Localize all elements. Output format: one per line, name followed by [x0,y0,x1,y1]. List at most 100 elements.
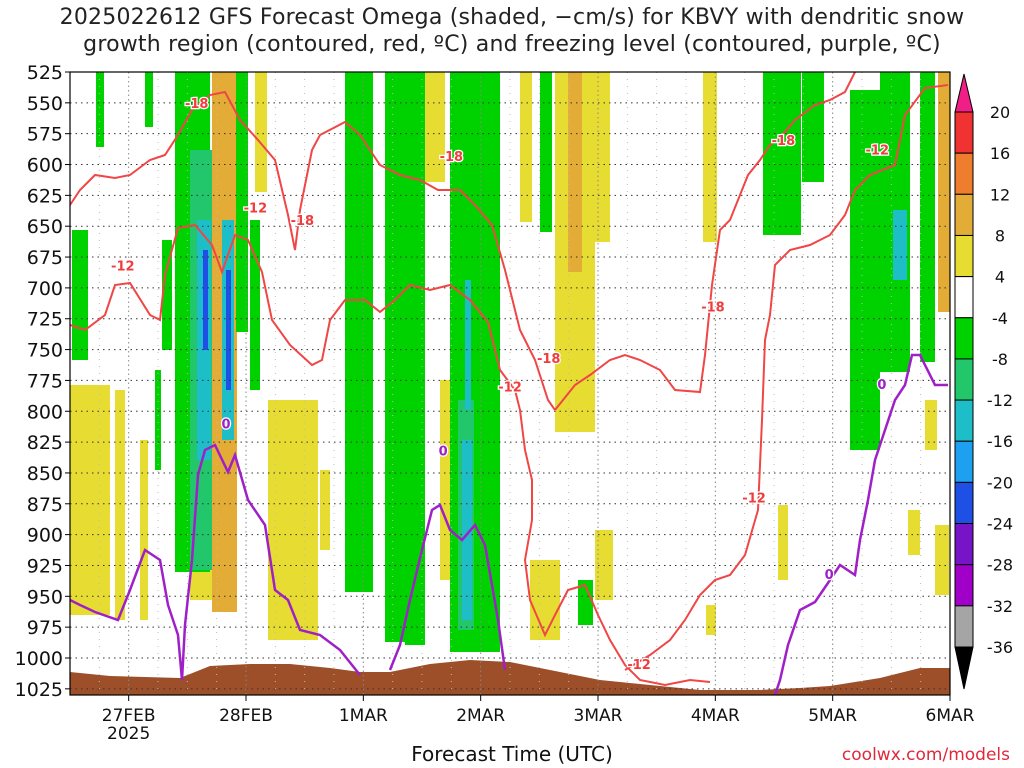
y-tick-label: 700 [27,278,63,300]
omega-shade-yellow [908,510,920,555]
y-tick-label: 675 [27,247,63,269]
dgz-contour-label: -12 [111,260,135,275]
omega-shade-green [203,250,208,350]
y-tick-label: 725 [27,309,63,331]
dgz-contour-label: -12 [866,144,890,159]
colorbar-swatch [954,317,974,360]
colorbar-swatch [954,399,974,442]
omega-shade-green [72,230,88,360]
omega-shade-green [226,270,231,390]
freezing-contour-label: 0 [877,378,886,393]
contour-labels: -18 -12 -12 -18 -18 -12 -18 -18 -18 -12 -12 -12 0 0 0 0 [110,96,890,675]
colorbar-swatch [954,276,974,319]
colorbar-swatch [954,523,974,566]
y-tick-label: 750 [27,340,63,362]
omega-shade-yellow [706,605,716,635]
colorbar-swatch [954,564,974,607]
omega-shade-green [162,240,172,350]
y-tick-label: 825 [27,432,63,454]
omega-shading [70,72,950,695]
colorbar-label: -12 [987,391,1013,410]
omega-shade-green [236,72,248,332]
dgz-contour-line [554,72,856,411]
omega-shade-yellow [320,470,330,550]
freezing-contour-label: 0 [439,445,448,460]
omega-shade-yellow [935,525,949,595]
dgz-contour-label: -18 [291,214,315,229]
omega-shade-green [96,72,104,147]
dgz-contour-label: -12 [498,381,522,396]
contours [70,72,949,695]
colorbar-label: 4 [995,268,1005,287]
x-tick-label: 2MAR [456,706,505,726]
y-tick-label: 775 [27,370,63,392]
dgz-contour-label: -18 [440,150,464,165]
omega-shade-green [578,580,593,625]
dgz-contour-label: -12 [742,492,766,507]
colorbar-label: -36 [987,638,1013,657]
dgz-contour-label: -12 [244,202,268,217]
x-tick-label: 1MAR [339,706,388,726]
colorbar-swatch [954,358,974,401]
omega-shade-green [155,370,161,470]
omega-shade-yellow [925,400,937,450]
dgz-contour-line [70,90,556,411]
colorbar-label: 16 [990,144,1010,163]
omega-shade-yellow [520,72,532,222]
omega-shade-green [405,565,425,645]
x-tick-label: 28FEB [219,706,273,726]
y-tick-label: 925 [27,555,63,577]
colorbar-swatch [954,234,974,278]
colorbar-label: -32 [987,597,1013,616]
colorbar-swatch [954,440,974,483]
omega-shade-yellow [703,72,717,242]
colorbar-swatch [954,605,974,648]
colorbar: 20 16 12 8 4 -4 -8 -12 -16 -20 -24 -28 -32 -36 [954,73,1013,690]
y-tick-label: 900 [27,525,63,547]
colorbar-label: 8 [995,226,1005,245]
omega-shade-green [345,72,373,592]
omega-shade-yellow [595,72,610,242]
omega-shade-yellow [268,400,318,640]
omega-shade-green [893,210,907,280]
y-tick-label: 800 [27,401,63,423]
omega-shade-yellow [255,72,267,192]
colorbar-label: -8 [992,350,1008,369]
colorbar-label: -20 [987,473,1013,492]
omega-shade-yellow [568,72,582,272]
y-tick-label: 875 [27,494,63,516]
y-tick-label: 950 [27,586,63,608]
y-axis: 525 550 575 600 625 650 675 700 725 750 775 800 825 8… [15,62,70,701]
omega-shade-green [250,220,260,390]
y-tick-label: 600 [27,155,63,177]
colorbar-label: 12 [990,185,1010,204]
colorbar-swatch [954,481,974,525]
omega-shade-green [465,280,471,410]
surface-terrain [70,660,950,695]
x-tick-label: 4MAR [691,706,740,726]
colorbar-label: -16 [987,432,1013,451]
dgz-contour-label: -18 [701,300,725,315]
omega-shade-green [385,72,425,642]
omega-shade-yellow [530,560,560,640]
y-tick-label: 1000 [15,648,63,670]
freezing-contour-label: 0 [222,418,231,433]
omega-shade-green [920,72,935,362]
colorbar-swatch [954,152,974,195]
omega-shade-yellow [140,440,148,620]
grid [70,72,950,695]
freezing-contour-line [773,353,948,695]
chart-title: 2025022612 GFS Forecast Omega (shaded, −… [59,5,965,30]
colorbar-label: 20 [990,103,1010,122]
colorbar-label: -4 [992,309,1008,328]
omega-shade-yellow [115,390,125,620]
freezing-contour-line [388,503,507,671]
x-tick-label: 27FEB [102,706,156,726]
omega-shade-yellow [778,505,788,580]
y-tick-label: 625 [27,185,63,207]
y-tick-label: 650 [27,216,63,238]
freezing-contour-label: 0 [825,568,834,583]
plot-frame [69,71,951,696]
y-tick-label: 850 [27,463,63,485]
